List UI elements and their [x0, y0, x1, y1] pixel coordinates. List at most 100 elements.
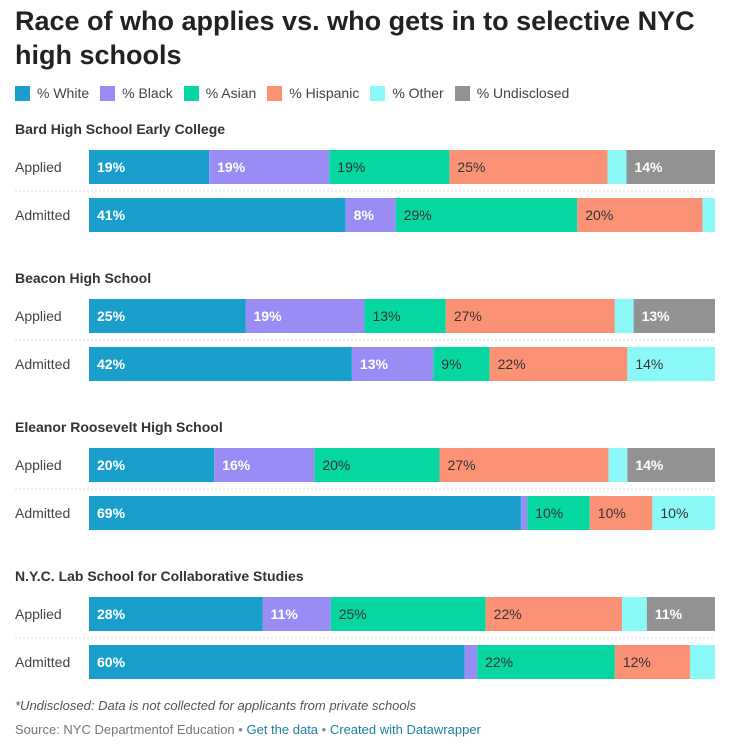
legend-swatch-undisclosed	[454, 85, 470, 101]
bar-segment-bard-high-school-early-college-admitted-black	[345, 198, 396, 232]
value-label-bard-high-school-early-college-admitted-black: 8%	[354, 207, 375, 223]
value-label-beacon-high-school-applied-asian: 13%	[372, 308, 400, 324]
legend-label-undisclosed: % Undisclosed	[476, 85, 570, 101]
bar-segment-beacon-high-school-applied-asian	[364, 299, 446, 333]
row-label-bard-high-school-early-college-admitted: Admitted	[15, 207, 70, 223]
value-label-n-y-c-lab-school-for-collaborative-studies-admitted-hispanic: 12%	[623, 654, 651, 670]
row-label-n-y-c-lab-school-for-collaborative-studies-applied: Applied	[15, 606, 62, 622]
value-label-beacon-high-school-admitted-asian: 9%	[441, 356, 461, 372]
bar-segment-beacon-high-school-applied-undisclosed	[633, 299, 715, 333]
legend-swatch-asian	[183, 85, 199, 101]
legend-swatch-black	[100, 85, 116, 101]
value-label-bard-high-school-early-college-applied-asian: 19%	[337, 159, 365, 175]
row-label-eleanor-roosevelt-high-school-applied: Applied	[15, 457, 62, 473]
bar-segment-bard-high-school-early-college-admitted-white	[89, 198, 346, 232]
legend-swatch-hispanic	[267, 85, 283, 101]
group-title-eleanor-roosevelt-high-school: Eleanor Roosevelt High School	[15, 419, 223, 435]
bar-segment-bard-high-school-early-college-applied-asian	[329, 150, 450, 184]
bar-segment-bard-high-school-early-college-applied-other	[607, 150, 627, 184]
value-label-eleanor-roosevelt-high-school-admitted-asian: 10%	[535, 505, 563, 521]
bar-segment-n-y-c-lab-school-for-collaborative-studies-applied-other	[622, 597, 647, 631]
group-title-bard-high-school-early-college: Bard High School Early College	[15, 121, 225, 137]
value-label-beacon-high-school-applied-white: 25%	[97, 308, 126, 324]
value-label-eleanor-roosevelt-high-school-applied-asian: 20%	[322, 457, 350, 473]
value-label-bard-high-school-early-college-applied-undisclosed: 14%	[634, 159, 663, 175]
bar-segment-n-y-c-lab-school-for-collaborative-studies-applied-undisclosed	[646, 597, 715, 631]
legend-label-black: % Black	[122, 85, 173, 101]
group-title-n-y-c-lab-school-for-collaborative-studies: N.Y.C. Lab School for Collaborative Stud…	[15, 568, 304, 584]
bar-segment-n-y-c-lab-school-for-collaborative-studies-admitted-other	[689, 645, 715, 679]
value-label-n-y-c-lab-school-for-collaborative-studies-applied-undisclosed: 11%	[655, 606, 683, 622]
value-label-beacon-high-school-admitted-other: 14%	[635, 356, 663, 372]
value-label-bard-high-school-early-college-admitted-hispanic: 20%	[585, 207, 613, 223]
get-the-data-link[interactable]: Get the data	[246, 722, 319, 737]
group-title-beacon-high-school: Beacon High School	[15, 270, 151, 286]
bar-segment-beacon-high-school-applied-other	[614, 299, 634, 333]
bar-segment-eleanor-roosevelt-high-school-applied-other	[608, 448, 628, 482]
value-label-beacon-high-school-applied-hispanic: 27%	[454, 308, 482, 324]
value-label-bard-high-school-early-college-applied-white: 19%	[97, 159, 126, 175]
value-label-beacon-high-school-admitted-hispanic: 22%	[498, 356, 526, 372]
bar-segment-eleanor-roosevelt-high-school-admitted-hispanic	[589, 496, 653, 530]
bar-segment-beacon-high-school-applied-white	[89, 299, 246, 333]
bar-segment-beacon-high-school-admitted-white	[89, 347, 352, 381]
bar-segment-n-y-c-lab-school-for-collaborative-studies-applied-asian	[330, 597, 486, 631]
value-label-n-y-c-lab-school-for-collaborative-studies-admitted-asian: 22%	[485, 654, 513, 670]
bar-segment-n-y-c-lab-school-for-collaborative-studies-applied-white	[89, 597, 263, 631]
bar-segment-beacon-high-school-admitted-hispanic	[489, 347, 628, 381]
chart-title: Race of who applies vs. who gets in to s…	[15, 6, 695, 70]
bar-segment-eleanor-roosevelt-high-school-applied-asian	[314, 448, 440, 482]
bar-segment-beacon-high-school-admitted-other	[627, 347, 715, 381]
value-label-eleanor-roosevelt-high-school-admitted-hispanic: 10%	[598, 505, 626, 521]
bar-segment-n-y-c-lab-school-for-collaborative-studies-admitted-asian	[477, 645, 615, 679]
bar-segment-bard-high-school-early-college-applied-black	[209, 150, 330, 184]
legend-label-hispanic: % Hispanic	[289, 85, 360, 101]
bar-segment-beacon-high-school-admitted-asian	[433, 347, 490, 381]
bar-segment-eleanor-roosevelt-high-school-admitted-asian	[527, 496, 590, 530]
row-label-beacon-high-school-applied: Applied	[15, 308, 62, 324]
value-label-bard-high-school-early-college-admitted-white: 41%	[97, 207, 126, 223]
legend-item-hispanic: % Hispanic	[267, 85, 359, 101]
value-label-n-y-c-lab-school-for-collaborative-studies-applied-white: 28%	[97, 606, 126, 622]
value-label-eleanor-roosevelt-high-school-applied-white: 20%	[97, 457, 126, 473]
value-label-bard-high-school-early-college-admitted-asian: 29%	[404, 207, 432, 223]
bar-segment-bard-high-school-early-college-applied-hispanic	[449, 150, 608, 184]
value-label-n-y-c-lab-school-for-collaborative-studies-admitted-white: 60%	[97, 654, 126, 670]
bar-segment-n-y-c-lab-school-for-collaborative-studies-admitted-white	[89, 645, 465, 679]
bar-segment-bard-high-school-early-college-admitted-hispanic	[577, 198, 703, 232]
value-label-eleanor-roosevelt-high-school-applied-undisclosed: 14%	[635, 457, 664, 473]
legend-item-asian: % Asian	[183, 85, 257, 101]
bar-segment-bard-high-school-early-college-admitted-other	[702, 198, 715, 232]
datawrapper-link[interactable]: Created with Datawrapper	[329, 722, 481, 737]
legend-label-asian: % Asian	[205, 85, 257, 101]
value-label-bard-high-school-early-college-applied-black: 19%	[217, 159, 246, 175]
value-label-eleanor-roosevelt-high-school-admitted-other: 10%	[660, 505, 688, 521]
legend-swatch-other	[370, 85, 386, 101]
source-line: Source: NYC Departmentof Education • Get…	[15, 722, 481, 737]
value-label-beacon-high-school-applied-undisclosed: 13%	[642, 308, 671, 324]
value-label-eleanor-roosevelt-high-school-admitted-white: 69%	[97, 505, 126, 521]
row-label-eleanor-roosevelt-high-school-admitted: Admitted	[15, 505, 70, 521]
value-label-beacon-high-school-applied-black: 19%	[254, 308, 283, 324]
value-label-n-y-c-lab-school-for-collaborative-studies-applied-asian: 25%	[339, 606, 367, 622]
bar-segment-eleanor-roosevelt-high-school-applied-undisclosed	[627, 448, 715, 482]
legend-item-black: % Black	[100, 85, 173, 101]
stacked-bar-chart: Bard High School Early College Applied 19%…	[15, 121, 715, 679]
bar-segment-bard-high-school-early-college-applied-white	[89, 150, 210, 184]
legend-swatch-white	[15, 85, 30, 101]
bar-segment-n-y-c-lab-school-for-collaborative-studies-applied-black	[262, 597, 331, 631]
value-label-beacon-high-school-admitted-black: 13%	[360, 356, 389, 372]
legend-item-white: % White	[15, 85, 89, 101]
value-label-beacon-high-school-admitted-white: 42%	[97, 356, 126, 372]
value-label-n-y-c-lab-school-for-collaborative-studies-applied-hispanic: 22%	[494, 606, 522, 622]
footnote: *Undisclosed: Data is not collected for …	[15, 698, 417, 713]
row-label-n-y-c-lab-school-for-collaborative-studies-admitted: Admitted	[15, 654, 70, 670]
bar-segment-eleanor-roosevelt-high-school-admitted-other	[652, 496, 715, 530]
bar-segment-eleanor-roosevelt-high-school-applied-black	[214, 448, 315, 482]
value-label-bard-high-school-early-college-applied-hispanic: 25%	[457, 159, 485, 175]
bar-segment-n-y-c-lab-school-for-collaborative-studies-admitted-hispanic	[614, 645, 690, 679]
row-label-beacon-high-school-admitted: Admitted	[15, 356, 70, 372]
source-text: Source: NYC Departmentof Education	[15, 722, 235, 737]
bar-segment-beacon-high-school-applied-hispanic	[445, 299, 615, 333]
legend-item-undisclosed: % Undisclosed	[454, 85, 570, 101]
